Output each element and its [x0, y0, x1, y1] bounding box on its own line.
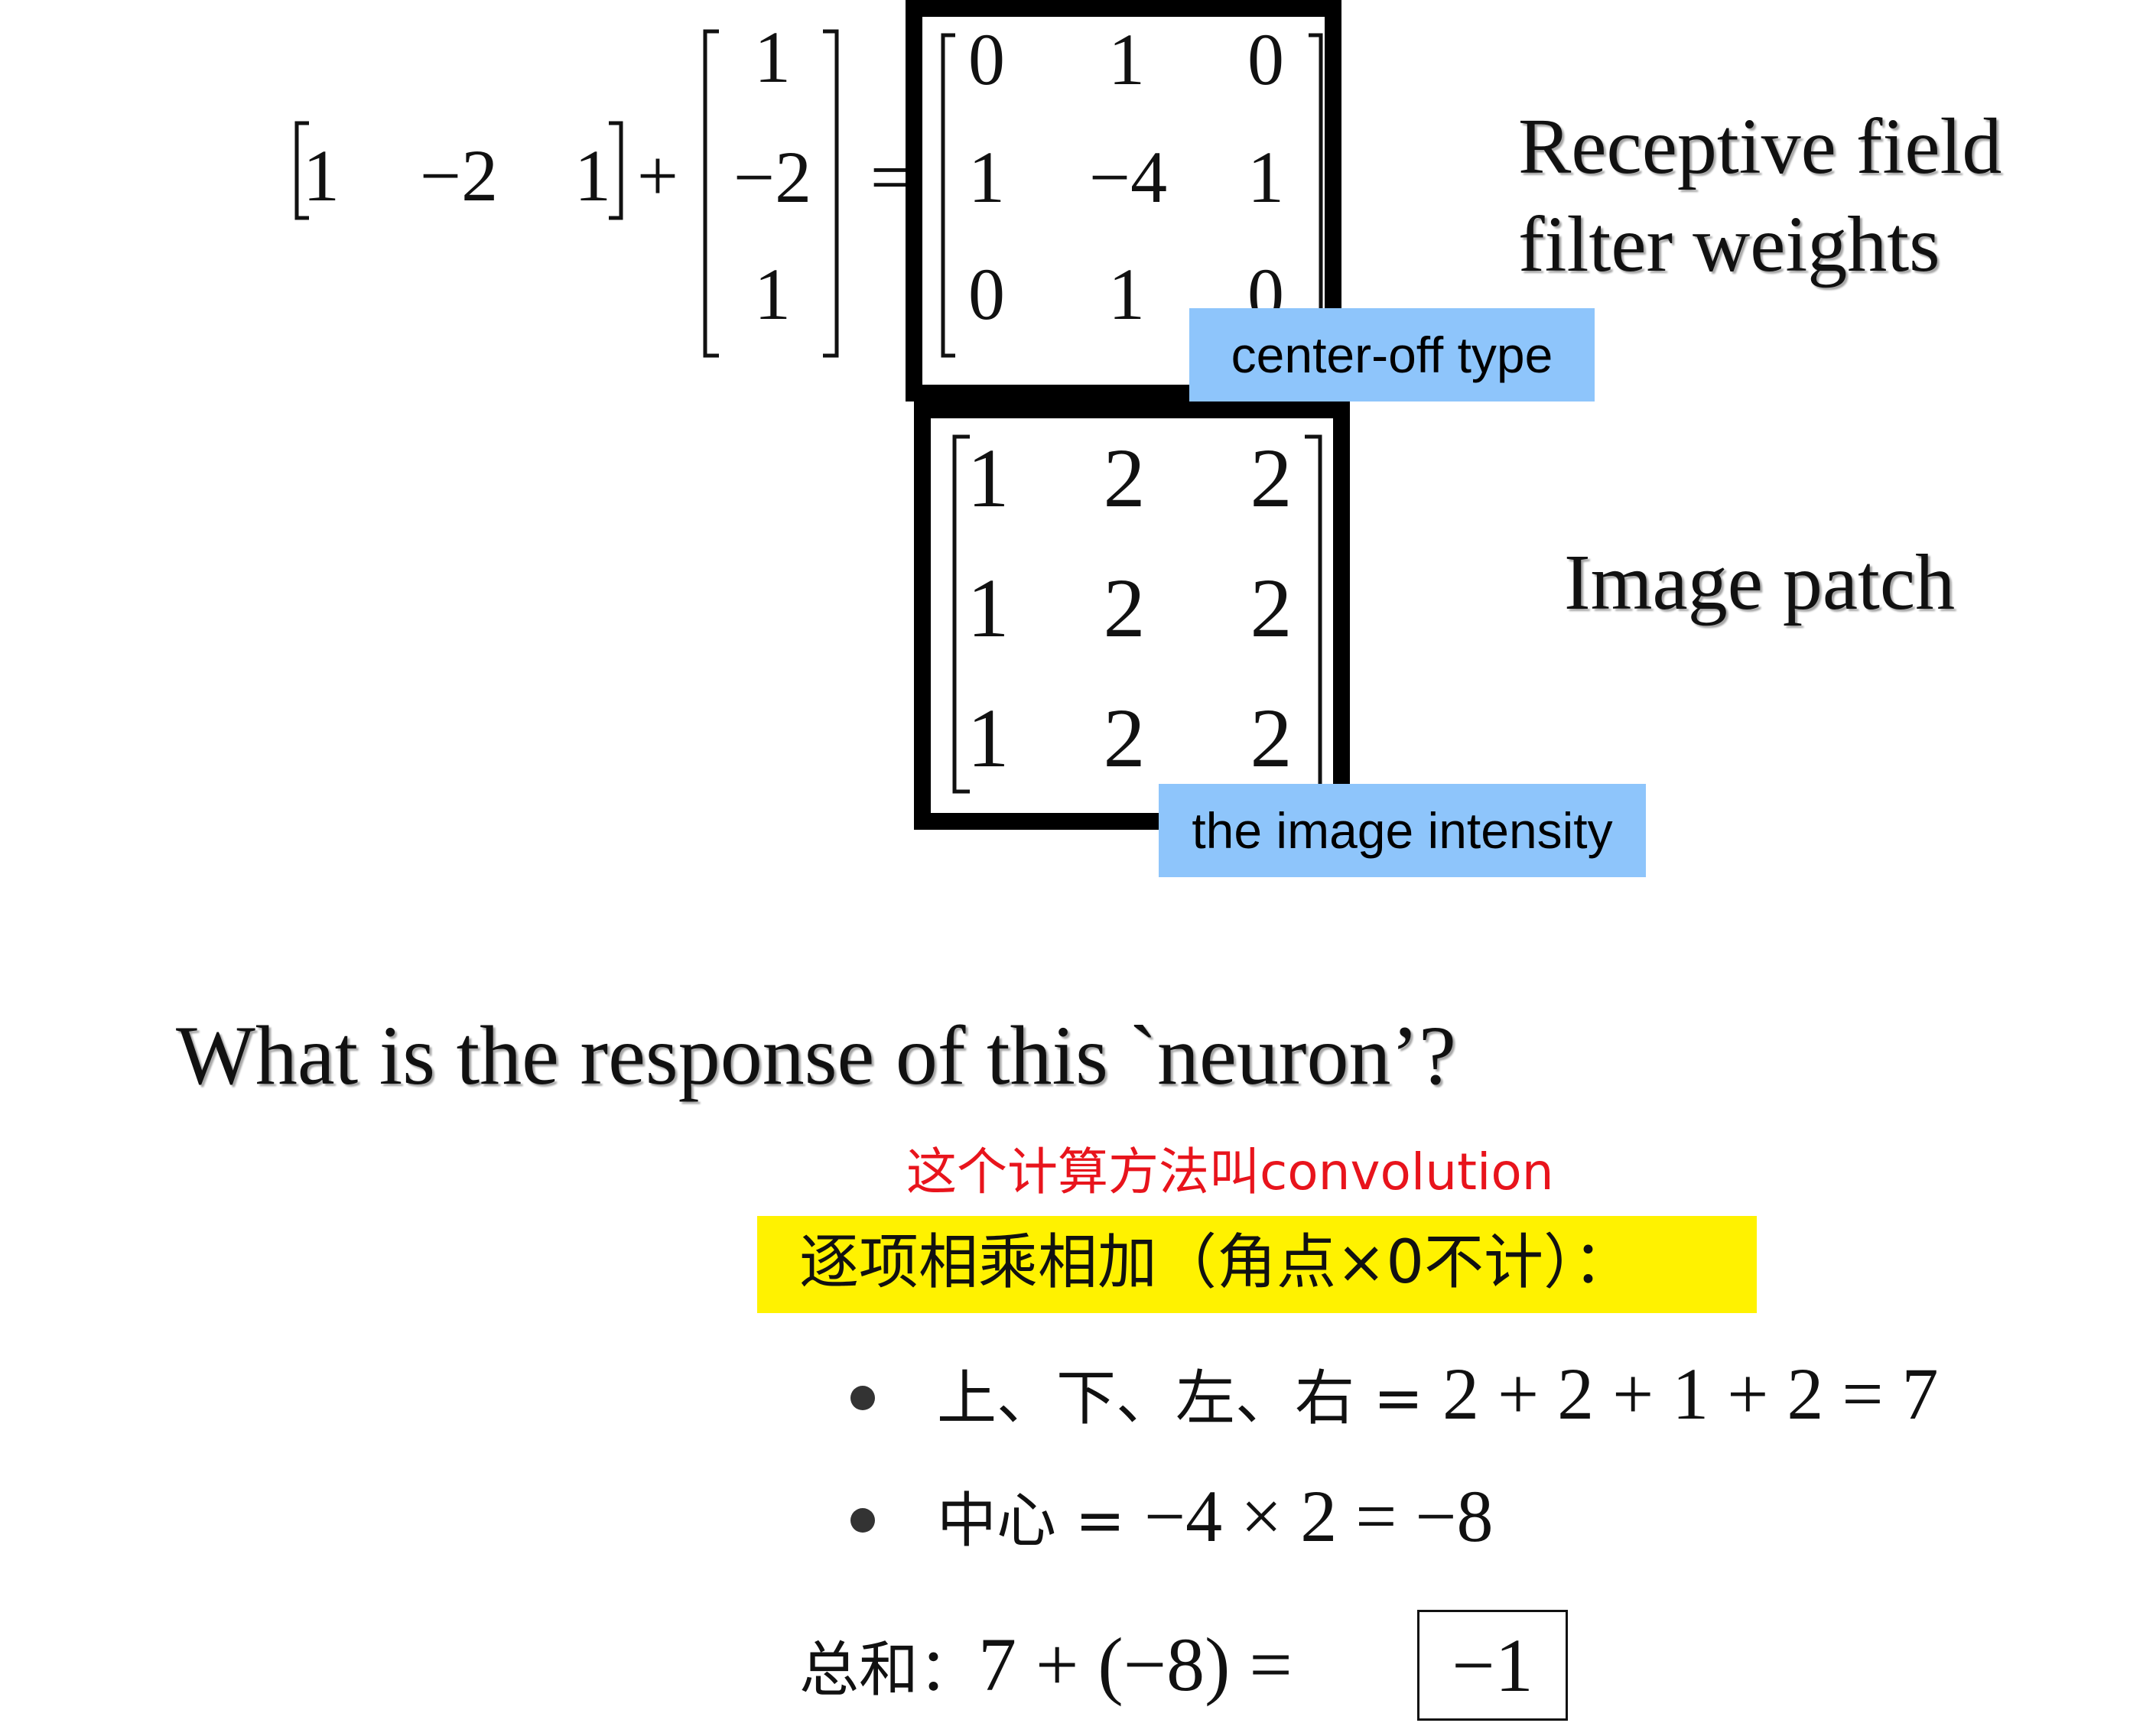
bullet-math: −4 × 2 = −8: [1144, 1475, 1494, 1557]
patch-cell: 2: [1104, 696, 1146, 780]
sum-result-box: −1: [1417, 1610, 1568, 1721]
row-vector-entry: 1: [303, 139, 340, 213]
patch-caption: Image patch: [1564, 543, 1955, 623]
plus-sign: +: [637, 139, 678, 213]
bullet-label: 上、下、左、右 =: [937, 1364, 1442, 1433]
bullet-dot: [850, 1386, 875, 1410]
bullet-label: 中心 =: [937, 1487, 1144, 1556]
col-vector-entry: 1: [754, 21, 791, 94]
kernel-cell: 1: [1108, 23, 1145, 96]
kernel-cell: 0: [1247, 23, 1284, 96]
col-vector-entry: 1: [754, 258, 791, 331]
kernel-cell: 0: [968, 23, 1005, 96]
question-text: What is the response of this `neuron’?: [176, 1013, 1456, 1097]
kernel-cell: −4: [1089, 141, 1167, 214]
col-vector-entry: −2: [733, 141, 811, 214]
patch-cell: 2: [1250, 436, 1293, 520]
method-note: 这个计算方法叫convolution: [906, 1147, 1554, 1198]
bullet-dot: [850, 1508, 875, 1533]
bullet-item-center: 中心 = −4 × 2 = −8: [937, 1480, 1494, 1553]
sum-line: 总和：7 + (−8) =: [799, 1627, 1293, 1703]
patch-cell: 2: [1104, 566, 1146, 650]
kernel-caption-line1: Receptive field: [1518, 107, 2002, 187]
kernel-cell: 1: [968, 141, 1005, 214]
kernel-caption-line2: filter weights: [1518, 205, 1940, 284]
kernel-cell: 1: [1247, 141, 1284, 214]
patch-intensity-tag: the image intensity: [1159, 784, 1646, 877]
patch-cell: 2: [1250, 566, 1293, 650]
sum-math: 7 + (−8) =: [978, 1622, 1293, 1707]
patch-cell: 1: [967, 696, 1010, 780]
patch-cell: 2: [1250, 696, 1293, 780]
row-vector-entry: −2: [420, 139, 498, 213]
kernel-cell: 0: [968, 258, 1005, 331]
kernel-type-tag: center-off type: [1189, 308, 1595, 401]
highlight-text: 逐项相乘相加（角点×0不计）：: [799, 1233, 1633, 1292]
patch-cell: 2: [1104, 436, 1146, 520]
row-vector-entry: 1: [574, 139, 611, 213]
patch-cell: 1: [967, 566, 1010, 650]
kernel-cell: 1: [1108, 258, 1145, 331]
sum-result: −1: [1452, 1627, 1533, 1704]
patch-cell: 1: [967, 436, 1010, 520]
bullet-item-neighbors: 上、下、左、右 = 2 + 2 + 1 + 2 = 7: [937, 1357, 1939, 1431]
sum-label: 总和：: [799, 1636, 978, 1705]
bullet-math: 2 + 2 + 1 + 2 = 7: [1442, 1353, 1939, 1435]
